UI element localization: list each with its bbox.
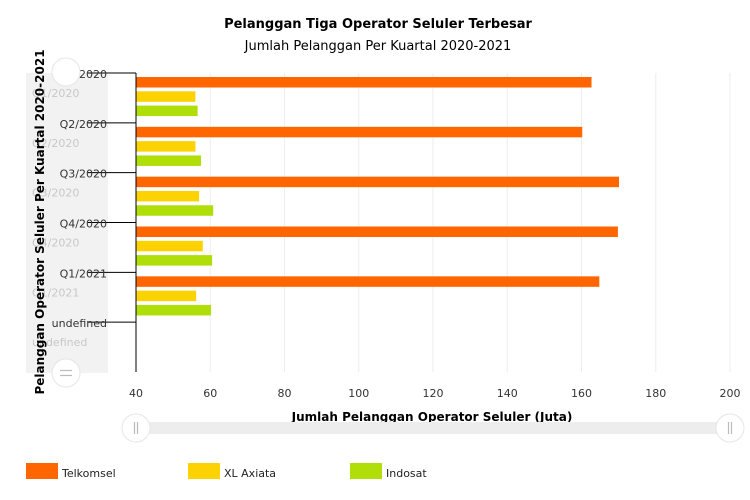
horizontal-scroll-handle-left[interactable] <box>121 413 151 443</box>
bar-telkomsel[interactable] <box>136 276 600 287</box>
y-tick-label: Q3/2020 <box>60 168 107 181</box>
legend-item[interactable]: Telkomsel <box>26 463 116 480</box>
legend-label: Telkomsel <box>61 467 116 480</box>
scrollbar-preview-label: Q4/2020 <box>32 237 79 250</box>
horizontal-scrollbar[interactable] <box>136 422 730 434</box>
bar-xl-axiata[interactable] <box>136 190 200 202</box>
legend-item[interactable]: Indosat <box>350 463 427 480</box>
x-tick-label: 160 <box>571 387 592 400</box>
bar-telkomsel[interactable] <box>136 126 583 138</box>
chart-subtitle: Jumlah Pelanggan Per Kuartal 2020-2021 <box>244 39 512 54</box>
bars <box>136 77 619 316</box>
scrollbar-preview-label: Q2/2020 <box>32 137 79 150</box>
bar-indosat[interactable] <box>136 155 201 166</box>
y-tick-label: Q1/2021 <box>60 267 107 280</box>
bar-xl-axiata[interactable] <box>136 91 196 102</box>
bar-telkomsel[interactable] <box>136 77 592 88</box>
bar-telkomsel[interactable] <box>136 176 619 188</box>
legend: Telkomsel XL Axiata Indosat <box>26 463 427 480</box>
bar-indosat[interactable] <box>136 304 211 316</box>
scrollbar-preview-label: Q1/2020 <box>32 87 79 100</box>
scrollbar-preview-label: Q3/2020 <box>32 187 79 200</box>
bar-xl-axiata[interactable] <box>136 240 203 252</box>
scrollbar-preview-labels: Q1/2020 Q2/2020 Q3/2020 Q4/2020 Q1/2021 undef… <box>32 87 87 349</box>
bar-indosat[interactable] <box>136 105 198 117</box>
bar-xl-axiata[interactable] <box>136 141 196 152</box>
x-tick-label: 180 <box>645 387 666 400</box>
scrollbar-preview-label: undefined <box>32 336 87 349</box>
legend-item[interactable]: XL Axiata <box>188 463 276 480</box>
x-tick-label: 200 <box>720 387 741 400</box>
legend-swatch <box>26 463 58 479</box>
x-tick-label: 60 <box>203 387 217 400</box>
scrollbar-preview-label: Q1/2021 <box>32 286 79 299</box>
vertical-scroll-handle-top[interactable] <box>51 57 81 87</box>
x-tick-label: 80 <box>278 387 292 400</box>
x-axis-title: Jumlah Pelanggan Operator Seluler (Juta) <box>291 410 573 424</box>
vertical-scroll-handle-bottom[interactable] <box>51 358 81 388</box>
y-tick-label: undefined <box>52 317 107 330</box>
bar-telkomsel[interactable] <box>136 226 618 238</box>
legend-swatch <box>350 463 382 479</box>
y-axis-ticks: Q1/2020Q2/2020Q3/2020Q4/2020Q1/2021undef… <box>52 68 136 330</box>
x-tick-label: 40 <box>129 387 143 400</box>
x-tick-label: 140 <box>497 387 518 400</box>
x-tick-label: 120 <box>423 387 444 400</box>
x-axis-ticks: 40 60 80 100 120 140 160 180 200 <box>129 387 741 400</box>
horizontal-scroll-handle-right[interactable] <box>715 413 745 443</box>
y-tick-label: Q4/2020 <box>60 218 107 231</box>
chart-title: Pelanggan Tiga Operator Seluler Terbesar <box>224 17 532 32</box>
legend-label: XL Axiata <box>224 467 276 480</box>
bar-indosat[interactable] <box>136 255 213 266</box>
legend-label: Indosat <box>386 467 427 480</box>
bar-indosat[interactable] <box>136 205 214 216</box>
y-axis-title: Pelanggan Operator Seluler Per Kuartal 2… <box>33 49 47 394</box>
bar-xl-axiata[interactable] <box>136 290 197 302</box>
y-tick-label: Q2/2020 <box>60 118 107 131</box>
legend-swatch <box>188 463 220 479</box>
grid <box>209 73 731 372</box>
x-tick-label: 100 <box>348 387 369 400</box>
